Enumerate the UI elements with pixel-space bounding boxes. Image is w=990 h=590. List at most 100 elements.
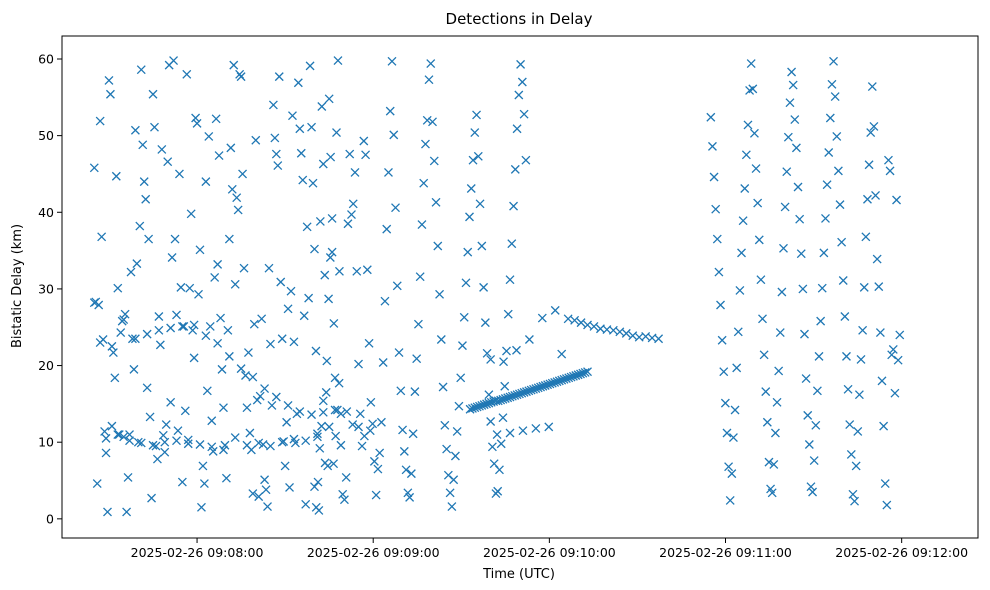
data-point (101, 448, 111, 458)
data-point (92, 479, 102, 489)
data-point (145, 412, 155, 422)
data-point (833, 166, 843, 176)
data-point (417, 220, 427, 229)
data-point (867, 82, 877, 92)
data-point (493, 486, 503, 496)
data-point (318, 407, 328, 417)
data-point (499, 357, 509, 367)
data-point (496, 439, 506, 449)
data-point (130, 334, 140, 344)
data-point (141, 194, 151, 204)
data-point (783, 132, 793, 142)
data-point (182, 69, 192, 79)
data-point (213, 259, 223, 269)
data-point (173, 426, 183, 436)
data-point (119, 315, 129, 325)
data-point (204, 131, 214, 141)
data-point (219, 403, 228, 413)
data-point (172, 436, 181, 446)
data-point (352, 266, 362, 276)
data-point (772, 397, 782, 407)
data-point (845, 420, 855, 430)
data-point (317, 102, 327, 111)
data-point (191, 113, 201, 123)
data-point (113, 283, 123, 293)
data-point (707, 141, 717, 151)
data-point (166, 323, 176, 333)
data-point (479, 282, 489, 292)
data-point (304, 293, 314, 303)
data-point (724, 462, 734, 472)
data-point (494, 465, 504, 475)
data-point (97, 232, 107, 242)
data-point (730, 405, 740, 415)
data-point (195, 440, 205, 449)
data-point (436, 335, 446, 344)
data-point (202, 386, 212, 396)
data-point (756, 275, 766, 285)
data-point (289, 337, 299, 347)
data-point (336, 409, 346, 419)
data-point (711, 204, 721, 214)
data-point (790, 115, 800, 124)
data-point (298, 175, 308, 185)
data-point (144, 234, 154, 244)
data-point (148, 89, 158, 99)
data-point (387, 56, 397, 66)
data-point (230, 279, 240, 289)
data-point (505, 275, 515, 285)
data-point (452, 427, 462, 436)
data-point (874, 282, 884, 292)
data-point (369, 456, 379, 466)
plot-area: 2025-02-26 09:08:00 2025-02-26 09:09:00 20… (38, 35, 979, 560)
data-point (198, 461, 208, 471)
data-point (334, 378, 344, 388)
data-point (716, 300, 725, 310)
data-point (308, 178, 318, 188)
data-point (341, 472, 351, 482)
data-point (177, 477, 187, 487)
data-point (245, 428, 255, 438)
data-point (486, 354, 496, 364)
data-point (465, 212, 474, 222)
data-point (116, 328, 126, 338)
data-point (732, 363, 742, 373)
data-point (709, 172, 719, 182)
data-point (524, 335, 534, 344)
data-point (403, 488, 413, 498)
data-point (326, 152, 336, 162)
data-point (236, 72, 246, 82)
x-tick-label: 2025-02-26 09:12:00 (835, 545, 968, 560)
data-point (376, 417, 386, 427)
data-point (345, 149, 355, 159)
data-point (375, 448, 385, 458)
data-point (728, 433, 738, 443)
data-point (406, 469, 416, 479)
data-point (863, 194, 872, 204)
data-point (450, 451, 460, 461)
data-point (842, 351, 851, 361)
data-point (155, 340, 165, 350)
data-point (336, 440, 346, 450)
data-point (95, 116, 105, 126)
data-point (355, 409, 365, 419)
data-point (338, 489, 348, 499)
data-point (327, 213, 337, 223)
data-point (472, 110, 482, 120)
data-point (435, 289, 445, 299)
data-point (378, 358, 388, 367)
data-point (348, 420, 358, 430)
data-point (188, 325, 198, 335)
data-point (746, 59, 756, 69)
data-point (301, 436, 311, 446)
data-point (856, 354, 866, 364)
data-point (869, 121, 879, 131)
data-point (248, 372, 258, 382)
y-tick-label: 30 (38, 281, 54, 296)
data-point (214, 151, 224, 161)
data-point (447, 502, 457, 512)
data-point (875, 328, 885, 338)
data-point (129, 364, 139, 374)
data-point (392, 281, 402, 291)
